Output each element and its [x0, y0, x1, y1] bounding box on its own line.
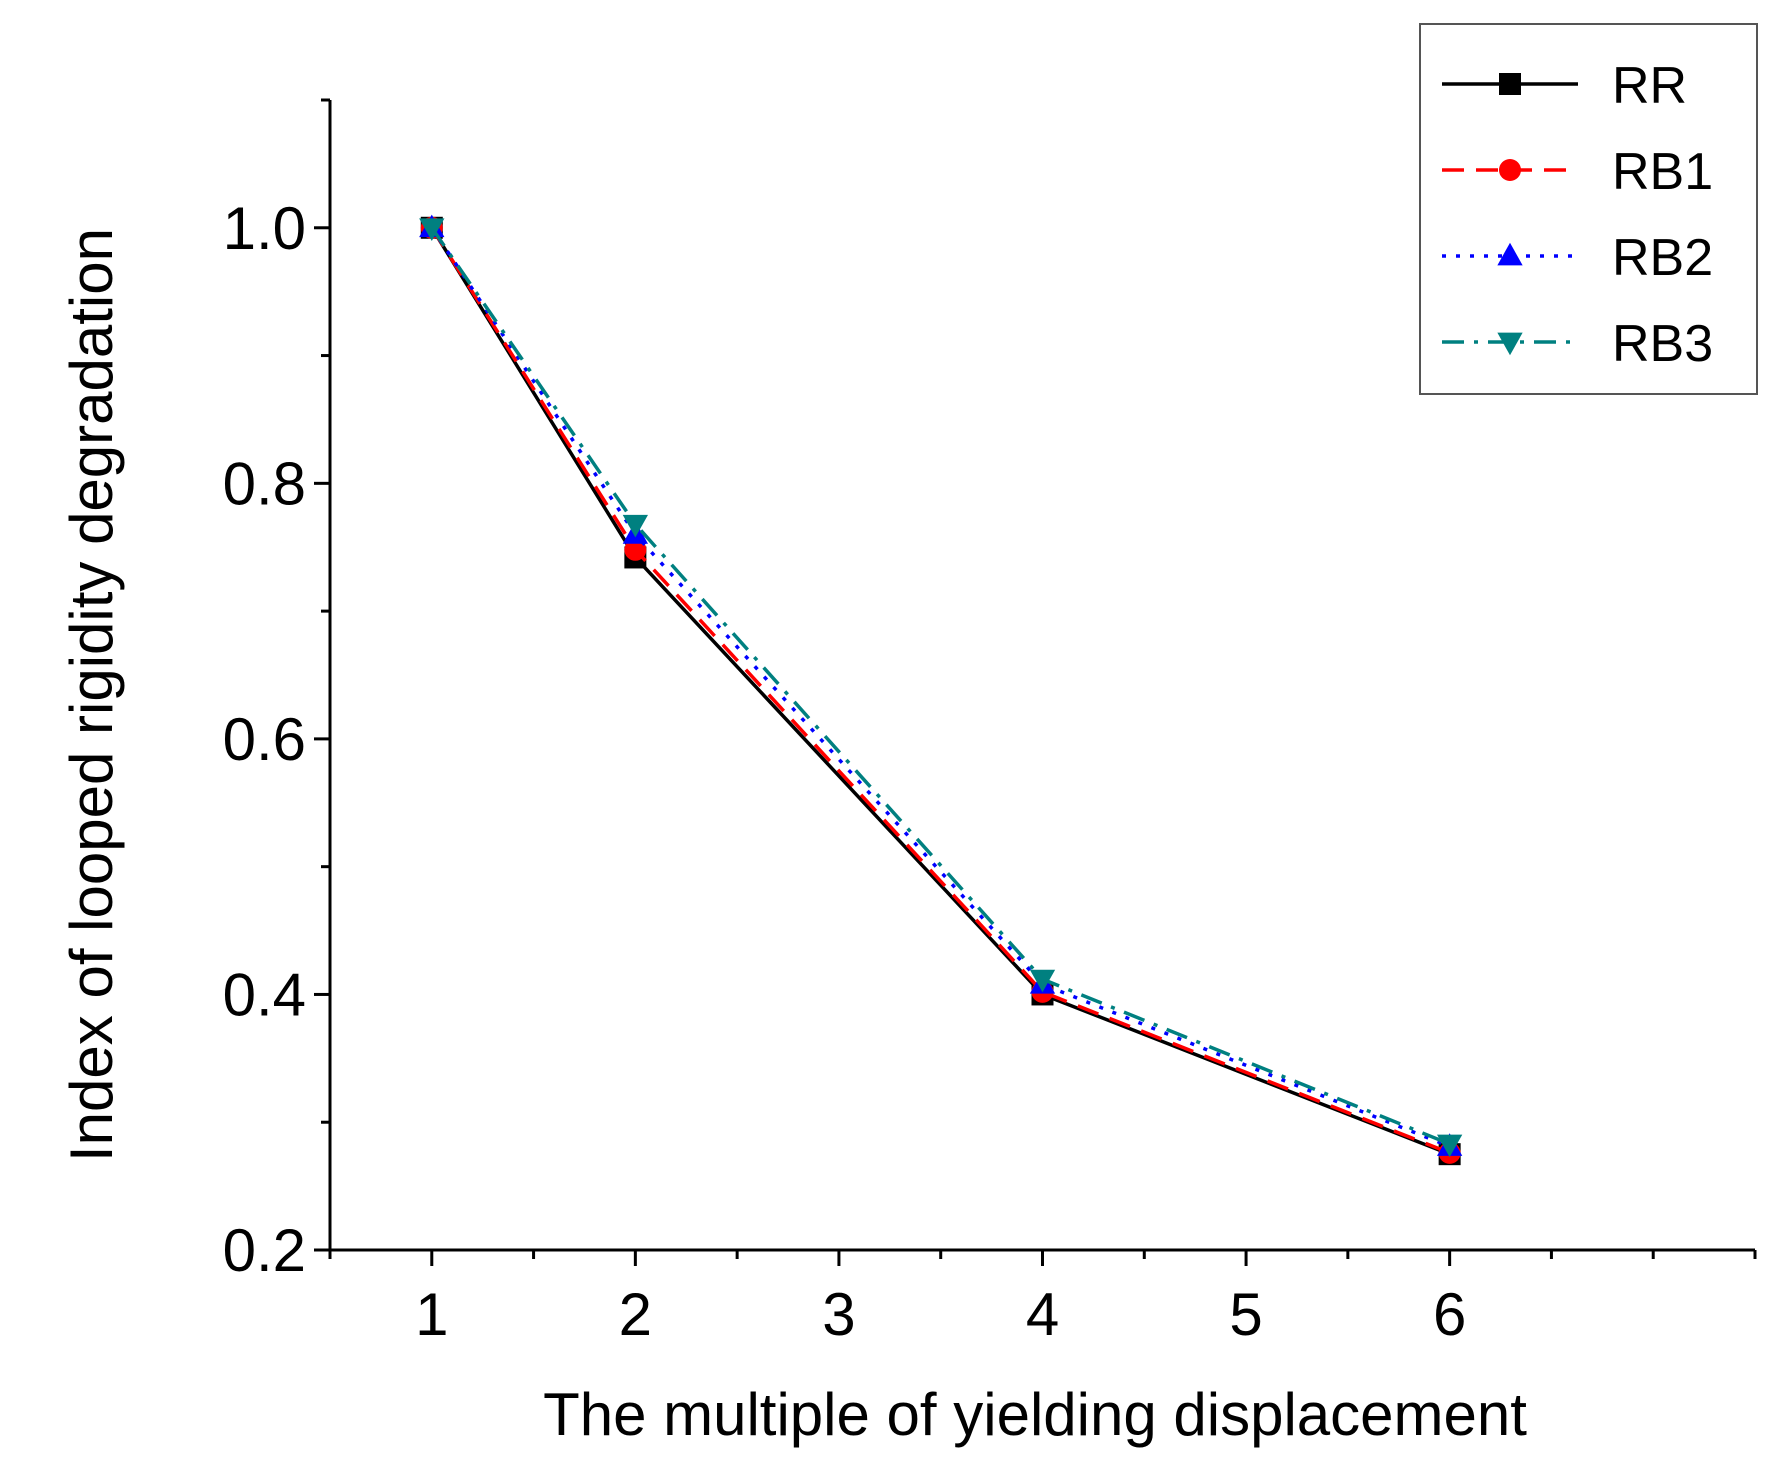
series-rb3: [419, 218, 1463, 1158]
data-point-rb3: [1029, 969, 1056, 993]
y-tick-label: 1.0: [223, 195, 306, 262]
x-tick-label: 3: [822, 1281, 855, 1348]
series-line-rr: [430, 226, 1451, 1156]
series-line-rb3: [430, 226, 1451, 1146]
legend-marker: [1499, 159, 1521, 181]
y-tick-label: 0.8: [223, 450, 306, 517]
y-tick-label: 0.4: [223, 961, 306, 1028]
legend-label: RR: [1612, 57, 1687, 115]
x-tick-label: 2: [619, 1281, 652, 1348]
legend-entry-rr: RR: [1442, 57, 1687, 115]
y-axis: 0.2 0.4 0.6 0.8 1.0: [223, 98, 332, 1284]
legend-entry-rb1: RB1: [1442, 143, 1713, 201]
series-layer: [419, 214, 1463, 1166]
x-axis-title: The multiple of yielding displacement: [543, 1381, 1527, 1448]
legend-entry-rb3: RB3: [1442, 315, 1713, 373]
legend-label: RB2: [1612, 229, 1713, 287]
x-tick-label: 4: [1026, 1281, 1059, 1348]
y-tick-label: 0.6: [223, 706, 306, 773]
series-line-rb2: [430, 226, 1451, 1149]
data-point-rb1: [624, 538, 647, 561]
series-line-rb1: [430, 226, 1451, 1155]
legend-marker: [1497, 242, 1523, 266]
series-rr: [420, 216, 1461, 1166]
legend-marker: [1497, 332, 1523, 356]
series-rb1: [420, 216, 1461, 1164]
y-axis-title: Index of looped rigidity degradation: [58, 228, 125, 1162]
series-rb2: [419, 214, 1463, 1156]
y-tick-label: 0.2: [223, 1217, 306, 1284]
data-point-rb3: [419, 218, 445, 241]
x-tick-label: 5: [1229, 1281, 1262, 1348]
data-point-rb3: [622, 514, 649, 538]
legend-label: RB1: [1612, 143, 1713, 201]
x-tick-label: 1: [415, 1281, 448, 1348]
x-axis: 1 2 3 4 5 6: [328, 1248, 1757, 1348]
legend-entry-rb2: RB2: [1442, 229, 1713, 287]
legend-label: RB3: [1612, 315, 1713, 373]
legend: RR RB1 RB2 RB3: [1419, 23, 1758, 395]
data-point-rb3: [1436, 1134, 1463, 1158]
legend-marker: [1499, 73, 1521, 95]
x-tick-label: 6: [1433, 1281, 1466, 1348]
